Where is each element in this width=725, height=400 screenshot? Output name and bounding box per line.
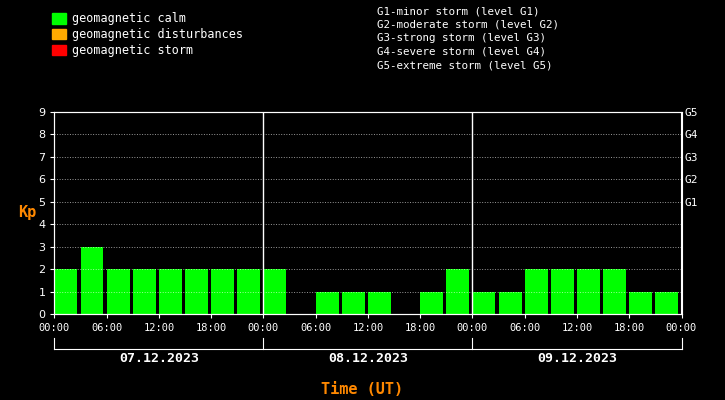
- Text: 07.12.2023: 07.12.2023: [119, 352, 199, 364]
- Bar: [341, 292, 365, 314]
- Y-axis label: Kp: Kp: [18, 206, 36, 220]
- Bar: [655, 292, 679, 314]
- Bar: [315, 292, 339, 314]
- Bar: [473, 292, 495, 314]
- Bar: [577, 269, 600, 314]
- Bar: [237, 269, 260, 314]
- Text: 08.12.2023: 08.12.2023: [328, 352, 408, 364]
- Text: G1-minor storm (level G1)
G2-moderate storm (level G2)
G3-strong storm (level G3: G1-minor storm (level G1) G2-moderate st…: [377, 6, 559, 70]
- Bar: [54, 269, 78, 314]
- Bar: [682, 269, 705, 314]
- Text: Time (UT): Time (UT): [321, 382, 404, 398]
- Bar: [133, 269, 156, 314]
- Text: 09.12.2023: 09.12.2023: [537, 352, 617, 364]
- Bar: [159, 269, 182, 314]
- Bar: [263, 269, 286, 314]
- Bar: [447, 269, 469, 314]
- Bar: [603, 269, 626, 314]
- Bar: [80, 247, 104, 314]
- Bar: [629, 292, 652, 314]
- Bar: [525, 269, 547, 314]
- Bar: [107, 269, 130, 314]
- Legend: geomagnetic calm, geomagnetic disturbances, geomagnetic storm: geomagnetic calm, geomagnetic disturbanc…: [49, 10, 245, 60]
- Bar: [368, 292, 391, 314]
- Bar: [420, 292, 443, 314]
- Bar: [185, 269, 208, 314]
- Bar: [211, 269, 234, 314]
- Bar: [551, 269, 574, 314]
- Bar: [499, 292, 521, 314]
